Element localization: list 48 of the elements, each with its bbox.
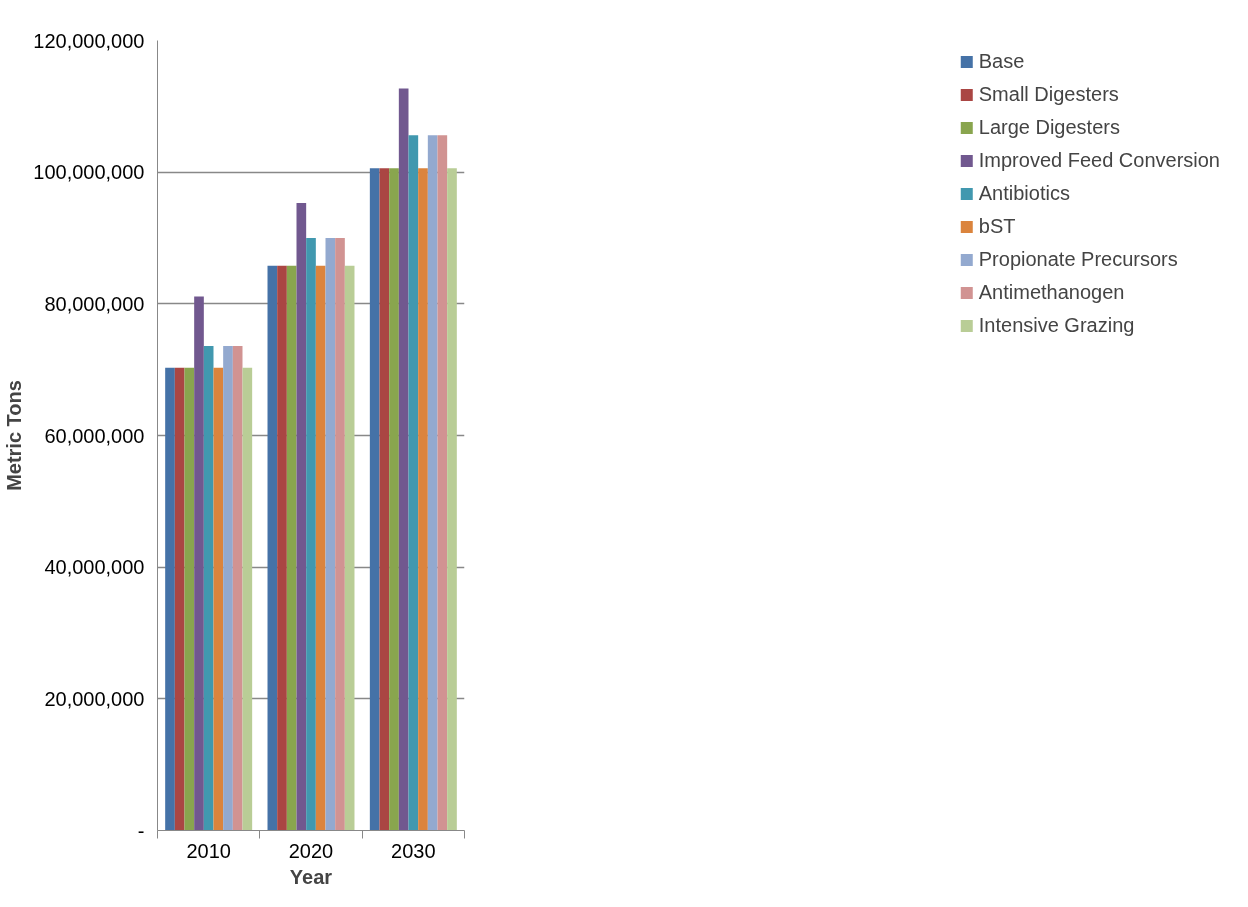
y-axis-title: Metric Tons (3, 380, 26, 491)
bar (306, 238, 316, 831)
x-axis-title: Year (289, 865, 333, 888)
y-tick-label: 80,000,000 (44, 292, 145, 315)
legend-label: Base (978, 50, 1025, 73)
legend-label: Propionate Precursors (978, 248, 1178, 271)
y-tick-label: 60,000,000 (44, 424, 145, 447)
bar (194, 296, 204, 831)
legend-label: bST (978, 215, 1016, 238)
bar (398, 88, 409, 831)
legend-label: Antibiotics (978, 182, 1070, 205)
bar (296, 203, 307, 831)
bar (389, 168, 399, 831)
y-tick-label: 100,000,000 (33, 161, 145, 184)
bar (408, 135, 419, 831)
bar (325, 238, 336, 831)
bar (335, 238, 345, 831)
legend-label: Improved Feed Conversion (978, 149, 1220, 172)
bar (267, 265, 278, 831)
bar (418, 168, 428, 831)
bar (203, 345, 214, 831)
y-tick-label: - (137, 819, 145, 842)
legend-label: Large Digesters (978, 116, 1120, 139)
bar (369, 168, 380, 831)
bar (232, 345, 243, 831)
x-tick-label: 2030 (391, 839, 436, 862)
x-tick-label: 2020 (288, 839, 334, 862)
bar (315, 265, 326, 831)
bar (437, 135, 448, 831)
bar (277, 265, 287, 831)
bar (174, 367, 185, 831)
bar (427, 135, 438, 831)
legend-label: Intensive Grazing (978, 314, 1135, 337)
legend-label: Small Digesters (978, 83, 1119, 106)
bar (165, 367, 175, 831)
bar (344, 265, 355, 831)
y-tick-label: 120,000,000 (33, 29, 145, 52)
bar (286, 265, 297, 831)
legend-label: Antimethanogen (978, 281, 1125, 304)
bar (379, 168, 390, 831)
x-tick-label: 2010 (186, 839, 231, 862)
bar (184, 367, 195, 831)
bar (447, 168, 457, 831)
y-tick-label: 20,000,000 (44, 687, 145, 710)
bar (242, 367, 253, 831)
bar (223, 345, 233, 831)
bar (213, 367, 224, 831)
y-tick-label: 40,000,000 (44, 556, 145, 579)
